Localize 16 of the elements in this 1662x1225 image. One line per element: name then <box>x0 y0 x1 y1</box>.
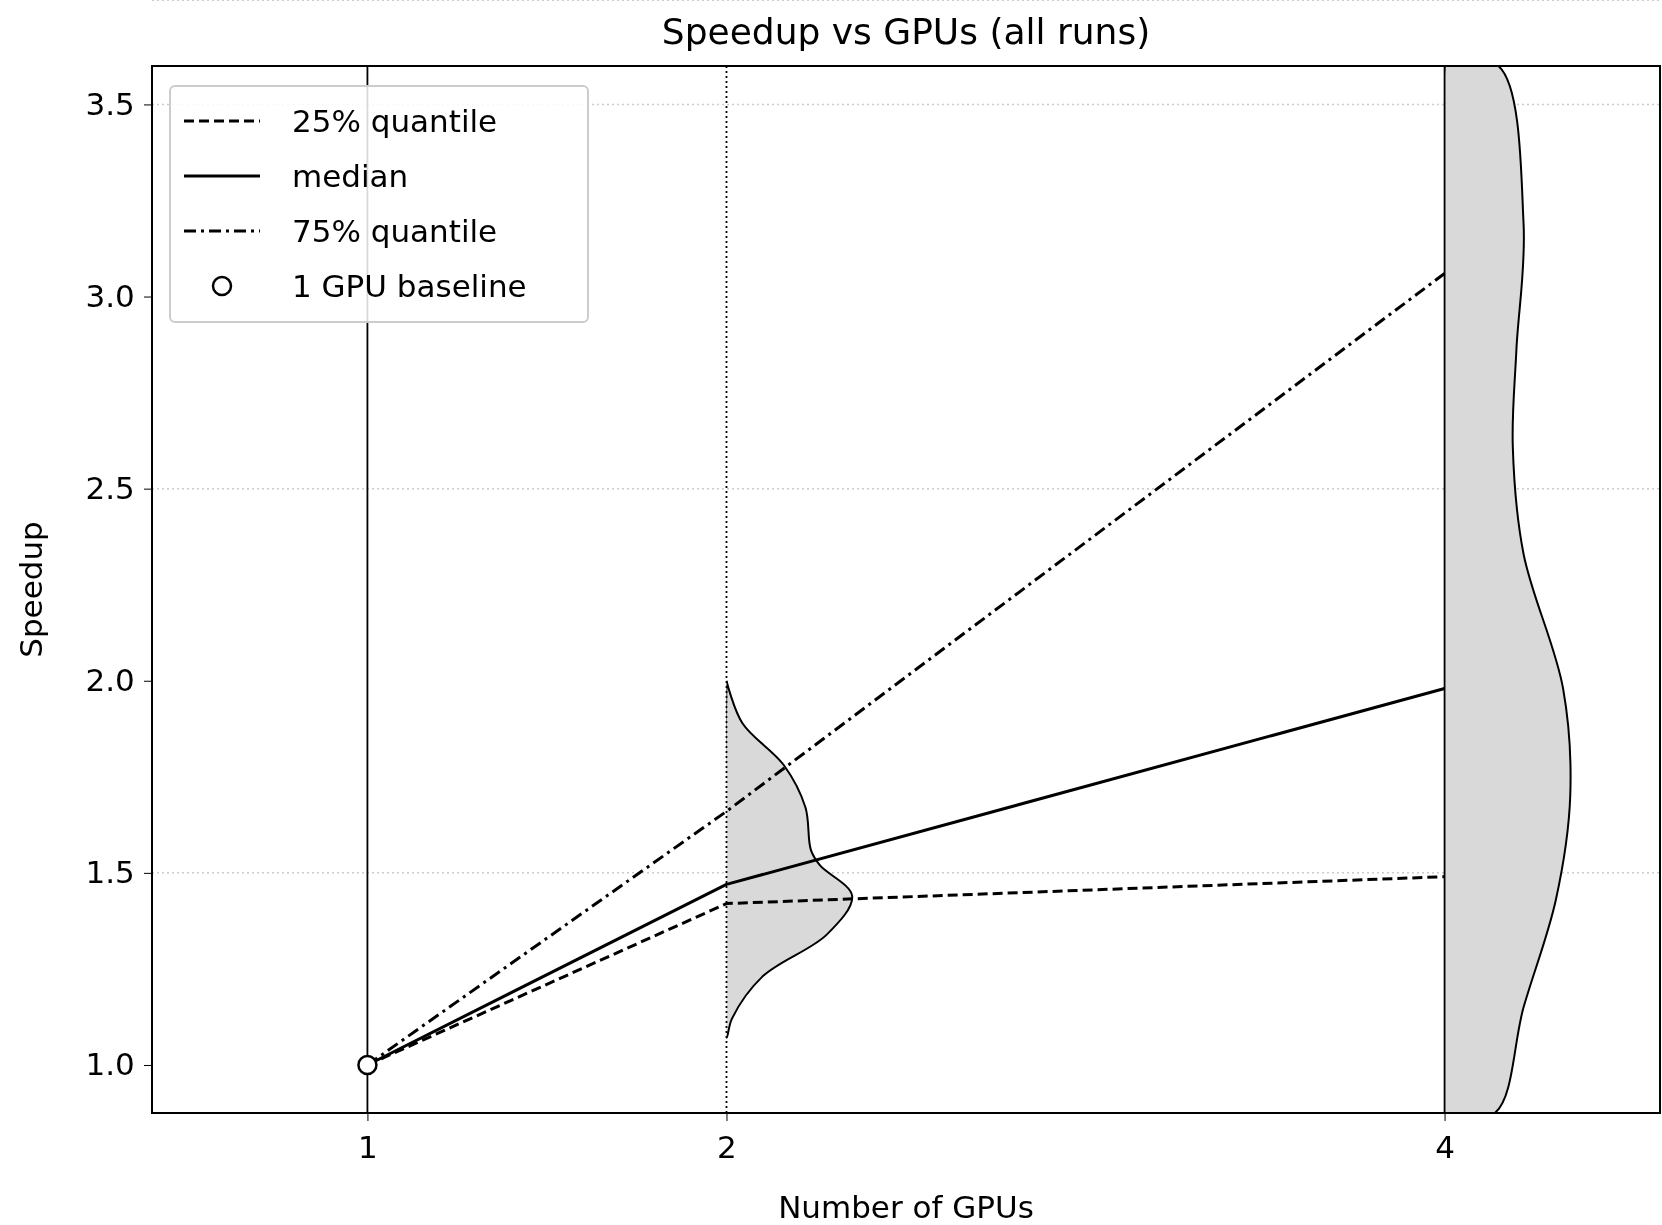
y-tick-label: 2.5 <box>85 470 135 507</box>
legend-label: median <box>292 158 409 194</box>
x-tick-label: 1 <box>358 1129 378 1166</box>
x-tick-label: 4 <box>1435 1129 1455 1166</box>
legend-label: 1 GPU baseline <box>292 268 527 304</box>
y-axis-title: Speedup <box>13 521 49 658</box>
y-tick-label: 1.5 <box>85 854 135 891</box>
y-tick-label: 3.0 <box>85 277 135 314</box>
y-tick-label: 3.5 <box>85 85 135 122</box>
x-tick-label: 2 <box>717 1129 737 1166</box>
x-axis-title: Number of GPUs <box>778 1189 1034 1225</box>
legend-label: 25% quantile <box>292 103 498 139</box>
y-tick-label: 1.0 <box>85 1046 135 1083</box>
legend-label: 75% quantile <box>292 213 498 249</box>
y-tick-label: 2.0 <box>85 662 135 699</box>
chart-title: Speedup vs GPUs (all runs) <box>661 11 1151 52</box>
